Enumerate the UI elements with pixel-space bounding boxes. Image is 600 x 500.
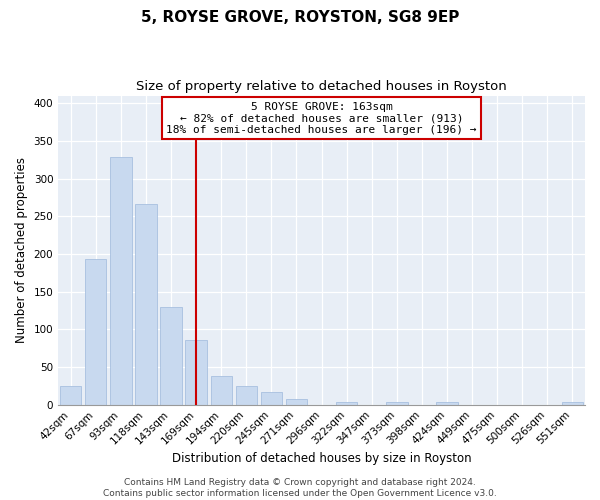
Bar (85, 259, 106, 404)
X-axis label: Distribution of detached houses by size in Royston: Distribution of detached houses by size … (172, 452, 472, 465)
Bar (60, 386, 82, 404)
Bar (336, 402, 358, 404)
Bar (286, 398, 307, 404)
Text: 5, ROYSE GROVE, ROYSTON, SG8 9EP: 5, ROYSE GROVE, ROYSTON, SG8 9EP (141, 10, 459, 25)
Bar (211, 376, 232, 404)
Bar (136, 204, 157, 404)
Title: Size of property relative to detached houses in Royston: Size of property relative to detached ho… (136, 80, 507, 93)
Bar (386, 402, 407, 404)
Bar (160, 306, 182, 404)
Bar (236, 386, 257, 404)
Bar (261, 392, 282, 404)
Text: Contains HM Land Registry data © Crown copyright and database right 2024.
Contai: Contains HM Land Registry data © Crown c… (103, 478, 497, 498)
Bar (185, 340, 207, 404)
Bar (436, 402, 458, 404)
Y-axis label: Number of detached properties: Number of detached properties (15, 157, 28, 343)
Bar (562, 402, 583, 404)
Bar (110, 158, 131, 404)
Text: 5 ROYSE GROVE: 163sqm
← 82% of detached houses are smaller (913)
18% of semi-det: 5 ROYSE GROVE: 163sqm ← 82% of detached … (166, 102, 477, 135)
